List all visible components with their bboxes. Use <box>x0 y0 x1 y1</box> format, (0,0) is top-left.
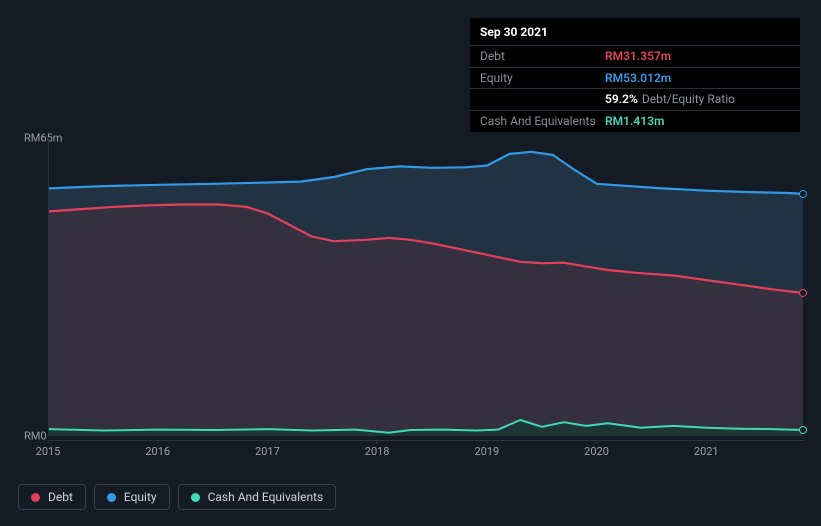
legend-item-debt[interactable]: Debt <box>18 484 86 510</box>
end-marker-cash <box>799 426 807 434</box>
chart-container: RM65mRM0 2015201620172018201920202021 <box>18 120 805 466</box>
legend-label: Debt <box>48 490 73 504</box>
x-axis-tick: 2015 <box>36 445 61 458</box>
legend-dot <box>107 493 116 502</box>
chart-svg <box>49 138 805 436</box>
tooltip-row-label: Debt <box>480 48 605 65</box>
chart-legend: Debt Equity Cash And Equivalents <box>18 484 336 510</box>
x-axis-tick: 2021 <box>694 445 719 458</box>
x-axis-tick: 2020 <box>584 445 609 458</box>
tooltip-row-value: RM53.012m <box>605 70 671 87</box>
legend-label: Cash And Equivalents <box>208 490 324 504</box>
legend-item-cash-and-equivalents[interactable]: Cash And Equivalents <box>178 484 337 510</box>
tooltip-row-value: RM31.357m <box>605 48 671 65</box>
tooltip-row-value: 59.2% <box>605 91 638 108</box>
legend-dot <box>191 493 200 502</box>
legend-item-equity[interactable]: Equity <box>94 484 170 510</box>
x-axis-tick: 2019 <box>474 445 499 458</box>
x-axis: 2015201620172018201920202021 <box>48 440 805 458</box>
legend-dot <box>31 493 40 502</box>
tooltip-row-label: Equity <box>480 70 605 87</box>
y-axis-label: RM0 <box>24 430 47 443</box>
end-marker-debt <box>799 289 807 297</box>
tooltip-row: EquityRM53.012m <box>470 67 800 89</box>
x-axis-tick: 2016 <box>145 445 170 458</box>
x-axis-tick: 2017 <box>255 445 280 458</box>
x-axis-tick: 2018 <box>365 445 390 458</box>
end-marker-equity <box>799 190 807 198</box>
legend-label: Equity <box>124 490 157 504</box>
tooltip-row-sublabel: Debt/Equity Ratio <box>642 91 735 108</box>
tooltip-row-label <box>480 91 605 108</box>
tooltip-rows: DebtRM31.357mEquityRM53.012m59.2%Debt/Eq… <box>470 45 800 132</box>
tooltip-row: DebtRM31.357m <box>470 45 800 67</box>
chart-plot[interactable] <box>48 138 805 436</box>
tooltip-row: 59.2%Debt/Equity Ratio <box>470 88 800 110</box>
chart-tooltip: Sep 30 2021 DebtRM31.357mEquityRM53.012m… <box>470 18 800 132</box>
tooltip-date: Sep 30 2021 <box>470 24 800 45</box>
